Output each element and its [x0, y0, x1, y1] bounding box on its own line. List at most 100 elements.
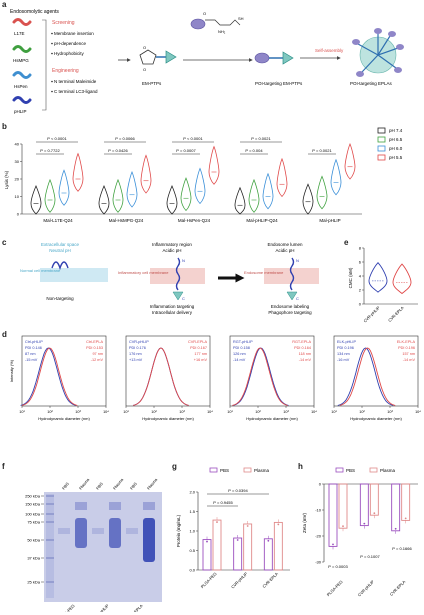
gel-background [44, 492, 162, 602]
panel-label-b: b [2, 122, 7, 131]
panel-h-bar-2-1 [401, 483, 411, 521]
right-n: N [296, 258, 299, 263]
p-value-top: P < 0.0001 [47, 136, 67, 141]
panel-g-point [236, 539, 239, 541]
p-value-bottom: P = 0.0007 [176, 148, 196, 153]
panel-label-a: a [2, 0, 7, 9]
panel-e-violin-0 [368, 262, 388, 293]
dls-name-2: RGT-EPLA [292, 340, 311, 344]
panel-g-ylabel: Protein (mg/mL) [176, 514, 181, 547]
panel-g-ytick-label: 1.0 [189, 529, 195, 534]
dls-xtick-label: 10¹ [123, 410, 129, 414]
right-title-2: Acidic pH [275, 248, 294, 253]
gel-band-plasma-5 [143, 518, 155, 562]
dls-curve-0-1 [21, 347, 78, 406]
p-value-bottom: P = 0.0021 [312, 148, 332, 153]
panel-h-legend-swatch [335, 467, 344, 473]
dls-pdi-1: PDI 0.158 [233, 346, 250, 350]
panel-g-legend-swatch [243, 467, 252, 473]
gel-band-high-1 [75, 502, 87, 510]
dls-size-1: 134 nm [337, 352, 350, 356]
panel-e-xlabel: CVR-pHLIP [362, 305, 381, 324]
violin-3-4 [344, 142, 356, 180]
dls-xtick-label: 10³ [179, 410, 185, 414]
panel-h-ytick-label: -10 [315, 508, 322, 513]
panel-h-p3: P = 0.1666 [392, 546, 412, 551]
panel-b-ytick-label: 30 [15, 159, 20, 164]
dls-size-2: 118 nm [299, 352, 311, 356]
poi-em-ptps-structure [254, 51, 294, 65]
dls-name-1: ELK-pHLIP [337, 340, 356, 344]
dls-pdi-1: PDI 0.196 [337, 346, 354, 350]
dls-pdi-2: PDI 0.167 [190, 346, 207, 350]
panel-e-xlabel: CVR-EPLA [387, 305, 405, 323]
dls-curve-2-1 [232, 347, 288, 406]
panel-label-e: e [344, 238, 349, 247]
dls-name-1: Ctrl-pHLIP [25, 340, 43, 344]
mid-caption-2: Intracellular delivery [152, 310, 193, 315]
dls-xtick-label: 10³ [283, 410, 289, 414]
maleimide-structure: O O [139, 45, 177, 72]
legend-label-1: pH 6.5 [389, 137, 403, 142]
dls-name-1: RGT-pHLIP [233, 340, 253, 344]
panel-e-ytick-label: 0 [359, 302, 362, 307]
panel-e-ytick-label: 8 [359, 246, 362, 251]
ladder-label: 75 kDa [27, 520, 40, 525]
panel-b-ytick-label: 0 [17, 212, 20, 217]
panel-h-legend-swatch [369, 467, 378, 473]
violin-0-2 [166, 184, 178, 215]
ladder-label: 37 kDa [27, 556, 40, 561]
dls-curve-1-0 [133, 347, 189, 406]
right-caption-1: Endosome labeling [271, 304, 310, 309]
dls-zeta-2: -14 mV [403, 358, 416, 362]
left-membrane-label: Normal cell membrane [20, 268, 61, 273]
left-title-1: Extracellular space [41, 242, 80, 247]
dls-xtick-label: 10³ [75, 410, 81, 414]
panel-g-bar-0-1 [212, 519, 222, 571]
panel-h-point [373, 512, 376, 515]
left-title-2: Neutral pH [49, 248, 71, 253]
dls-curve-0-0 [20, 347, 77, 406]
panel-h-point [363, 522, 366, 525]
agent-hspen-label: HsPen [14, 84, 28, 89]
panel-g-ytick-label: 0.5 [189, 548, 195, 553]
panel-g-ytick-label: 2.0 [189, 490, 195, 495]
panel-g-bar-2-0 [263, 538, 273, 571]
mid-title-1: Inflammatory region [152, 242, 192, 247]
gel-ladder-lane [46, 494, 54, 598]
legend-swatch-0 [377, 127, 386, 134]
panel-label-d: d [2, 330, 7, 339]
violin-3-1 [140, 154, 152, 194]
panel-h-xlabel: PLGA-PEG [326, 579, 344, 597]
panel-h-ytick-label: -20 [315, 534, 322, 539]
panel-b-xlabel: Mal-L17E-Q24 [43, 218, 73, 223]
dls-xtick-label: 10⁴ [103, 410, 109, 414]
panel-g-legend-label: Plasma [254, 468, 270, 473]
gel-group-label: CVR-EPLA [126, 603, 144, 612]
p-value-bottom: P = 0.004 [245, 148, 263, 153]
violin-1-2 [180, 177, 192, 212]
dls-name-1: CVR-pHLIP [129, 340, 149, 344]
agent-hspen: HsPen [12, 71, 32, 89]
violin-2-1 [126, 170, 138, 208]
cysteine-nh2: NH₂ [218, 29, 226, 34]
dls-curve-1-1 [133, 347, 189, 406]
dls-zeta-2: +16 mV [194, 358, 208, 362]
p-value-top: P = 0.0066 [115, 136, 135, 141]
p-value-bottom: P = 0.0426 [108, 148, 128, 153]
dls-xtick-label: 10¹ [331, 410, 337, 414]
dls-size-1: 126 nm [233, 352, 246, 356]
panel-h-bar-1-0 [359, 483, 369, 527]
panel-g-point [216, 521, 218, 523]
violin-1-0 [44, 178, 56, 213]
panel-b-ytick-label: 10 [15, 194, 20, 199]
gel-band-high-5 [143, 502, 155, 510]
dls-xtick-label: 10⁴ [415, 410, 421, 414]
dls-zeta-1: +13 mV [129, 358, 143, 362]
panel-g-bar-1-1 [243, 523, 253, 571]
dls-xlabel: Hydrodynamic diameter (nm) [350, 416, 402, 421]
dls-name-2: Ctrl-EPLA [86, 340, 103, 344]
violin-2-3 [262, 172, 274, 210]
agent-hsmpg-label: HsMPG [13, 58, 29, 63]
left-caption: Non-targeting [46, 296, 74, 301]
